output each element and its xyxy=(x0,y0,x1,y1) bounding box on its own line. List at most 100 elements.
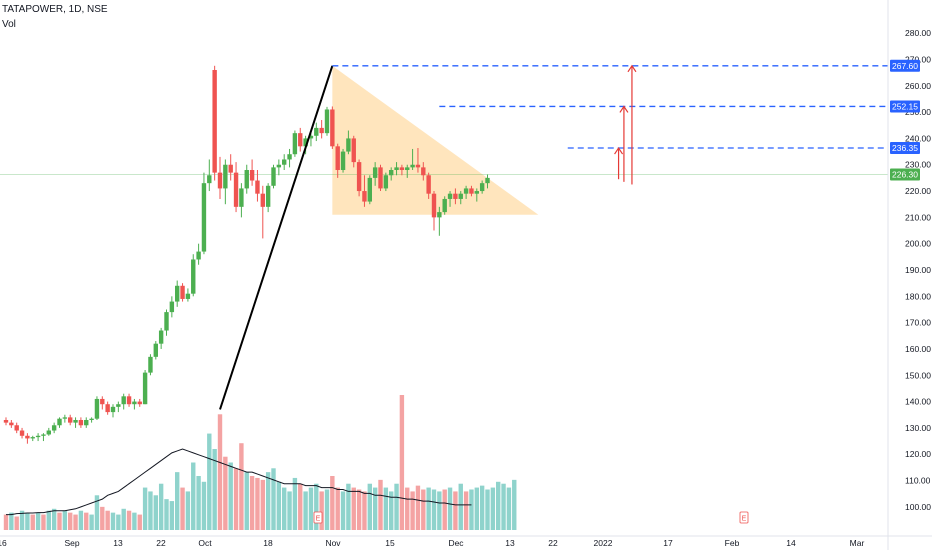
y-tick-label: 220.00 xyxy=(905,186,931,196)
candle xyxy=(94,396,100,420)
volume-bar xyxy=(9,512,14,530)
y-tick-label: 270.00 xyxy=(905,54,931,64)
candle xyxy=(308,133,314,147)
candle-body xyxy=(84,420,89,426)
volume-bar xyxy=(458,483,463,530)
volume-bar xyxy=(255,477,260,530)
candle-body xyxy=(453,193,458,199)
candle-body xyxy=(474,191,479,194)
x-tick-label: Mar xyxy=(850,538,865,548)
volume-bar xyxy=(57,512,62,530)
volume-bar xyxy=(14,516,19,530)
x-tick-label: 13 xyxy=(505,538,515,548)
volume-bar xyxy=(410,491,415,530)
candle-body xyxy=(228,164,233,173)
volume-bar xyxy=(485,489,490,530)
volume-bar xyxy=(196,476,201,530)
y-tick-label: 120.00 xyxy=(905,449,931,459)
y-tick-label: 140.00 xyxy=(905,397,931,407)
volume-ma-line xyxy=(6,448,472,516)
volume-bar xyxy=(100,506,105,530)
price-badge xyxy=(890,100,920,113)
candle-body xyxy=(35,435,41,438)
candle-body xyxy=(421,167,426,176)
volume-bar xyxy=(490,487,496,530)
volume-bar xyxy=(308,487,314,530)
volume-bar xyxy=(362,491,367,530)
candle xyxy=(394,162,399,176)
candle-body xyxy=(57,418,62,426)
candle-body xyxy=(14,425,19,431)
volume-bar xyxy=(501,483,506,530)
candle xyxy=(405,164,410,178)
candle xyxy=(14,422,19,434)
y-tick-label: 200.00 xyxy=(905,239,931,249)
volume-bar xyxy=(35,512,41,530)
candle-body xyxy=(158,330,164,344)
candle xyxy=(132,398,137,410)
candle xyxy=(57,417,62,428)
candle xyxy=(447,191,453,207)
volume-bar xyxy=(228,462,233,530)
candle xyxy=(437,206,442,236)
volume-bar xyxy=(474,487,479,530)
y-tick-label: 100.00 xyxy=(905,502,931,512)
volume-bar xyxy=(282,487,287,530)
volume-bar xyxy=(447,487,453,530)
candle xyxy=(46,427,51,436)
candle-body xyxy=(330,109,335,147)
volume-bar xyxy=(276,481,282,530)
y-tick-label: 180.00 xyxy=(905,291,931,301)
candle-body xyxy=(217,172,223,189)
candle-body xyxy=(324,109,330,134)
price-badge xyxy=(890,168,920,181)
volume-bar xyxy=(244,472,249,530)
candle xyxy=(142,370,148,405)
candle-body xyxy=(340,151,346,170)
candle xyxy=(351,135,356,168)
candle xyxy=(378,164,383,192)
candle xyxy=(19,427,25,439)
marker-letter: E xyxy=(742,516,747,523)
volume-bar xyxy=(298,483,303,530)
candle xyxy=(426,172,431,199)
candle xyxy=(223,159,228,205)
candle-body xyxy=(378,167,383,189)
y-tick-label: 150.00 xyxy=(905,370,931,380)
y-tick-label: 260.00 xyxy=(905,81,931,91)
candle xyxy=(212,65,217,181)
candle-body xyxy=(426,175,431,194)
y-tick-label: 230.00 xyxy=(905,160,931,170)
arrow-head xyxy=(619,105,629,113)
candle xyxy=(158,327,164,349)
volume-bar xyxy=(19,510,25,530)
y-tick-label: 280.00 xyxy=(905,28,931,38)
volume-bar xyxy=(356,489,362,530)
volume-bar xyxy=(148,491,153,530)
volume-bar xyxy=(121,508,126,530)
volume-bar xyxy=(265,472,271,530)
volume-bar xyxy=(169,501,175,530)
volume-bar xyxy=(506,487,512,530)
candle xyxy=(153,341,158,360)
candle xyxy=(35,433,41,442)
arrow-head xyxy=(614,146,624,155)
candle-body xyxy=(265,185,271,207)
candle xyxy=(485,174,490,189)
candle xyxy=(340,148,346,173)
volume-bar xyxy=(319,491,324,530)
volume-bar xyxy=(512,479,517,530)
volume-bar xyxy=(132,512,137,530)
candle xyxy=(298,127,303,152)
candle xyxy=(265,183,271,213)
candle xyxy=(110,404,116,418)
x-tick-label: 14 xyxy=(786,538,796,548)
marker-box xyxy=(313,511,323,524)
candle xyxy=(41,433,46,442)
candle-body xyxy=(383,175,389,189)
candle xyxy=(78,417,84,428)
volume-bar xyxy=(469,489,474,530)
candle-body xyxy=(137,401,142,405)
candle-body xyxy=(169,301,175,313)
